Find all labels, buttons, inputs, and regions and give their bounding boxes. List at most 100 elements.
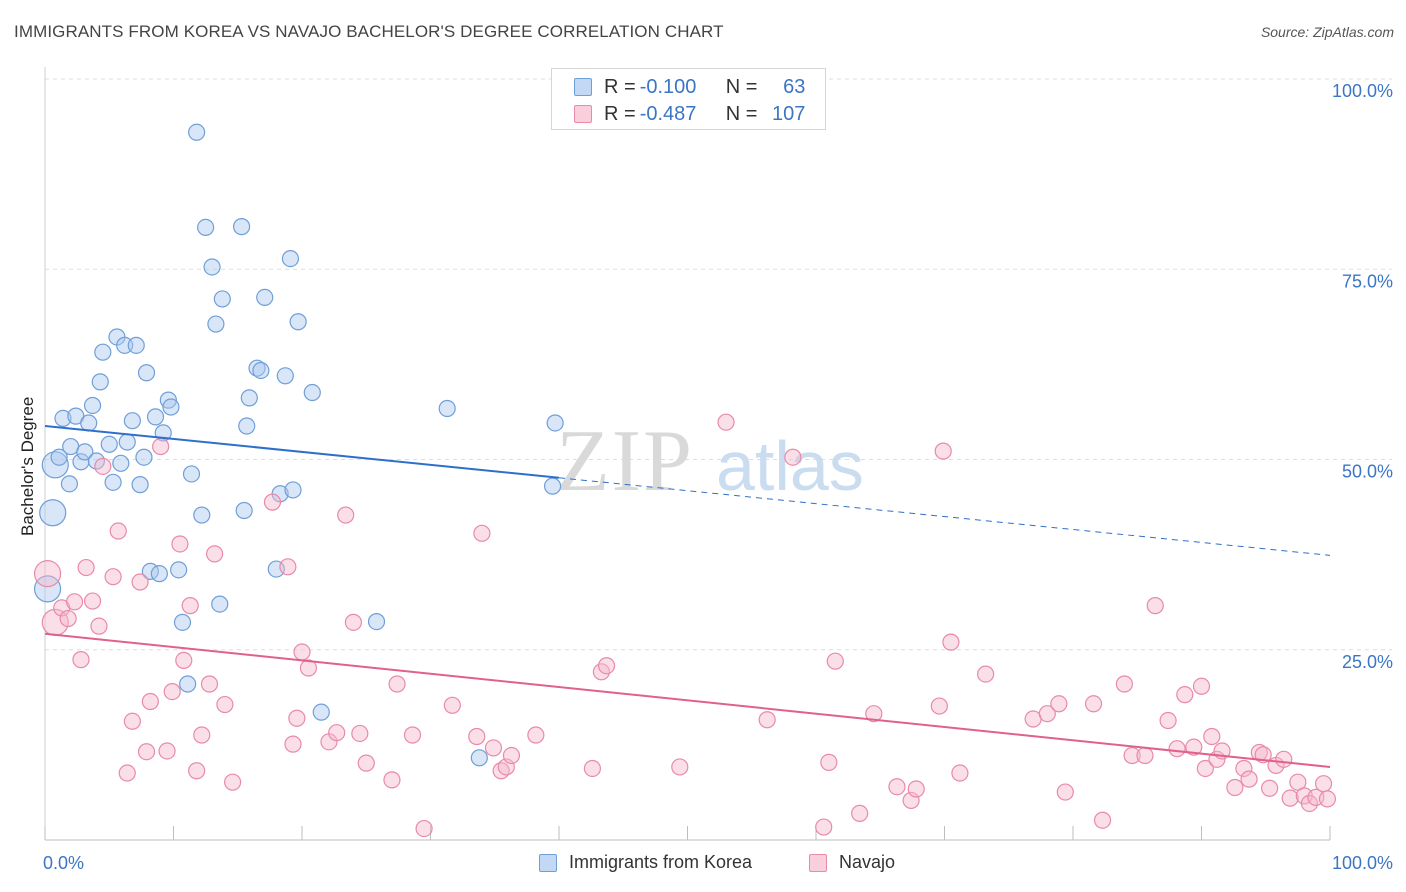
korea-point: [33, 575, 62, 603]
korea-point: [170, 561, 188, 579]
navajo-point: [388, 675, 406, 693]
korea-point: [284, 481, 302, 499]
navajo-point: [337, 506, 355, 524]
korea-point: [207, 315, 225, 333]
navajo-point: [1185, 738, 1203, 756]
navajo-point: [820, 753, 838, 771]
korea-point: [150, 565, 168, 583]
korea-point: [546, 414, 564, 432]
navajo-point: [907, 780, 925, 798]
navajo-point: [72, 651, 90, 669]
korea-point: [118, 433, 136, 451]
navajo-point: [1203, 727, 1221, 746]
navajo-point: [1168, 740, 1186, 758]
navajo-point: [171, 535, 189, 553]
korea-point: [276, 367, 294, 385]
navajo-point: [263, 493, 282, 511]
y-tick-label: 25.0%: [1342, 652, 1393, 672]
korea-point: [39, 499, 67, 527]
navajo-point: [118, 764, 136, 782]
navajo-point: [77, 558, 95, 577]
navajo-point: [717, 413, 735, 431]
navajo-point: [484, 739, 503, 757]
navajo-point: [357, 754, 375, 772]
navajo-point: [1136, 746, 1154, 765]
navajo-point: [1261, 779, 1279, 797]
korea-point: [203, 258, 221, 276]
navajo-point: [1084, 695, 1103, 713]
navajo-point: [59, 609, 77, 628]
legend-n-value: 107: [772, 102, 806, 125]
navajo-point: [1146, 597, 1164, 615]
korea-point: [50, 448, 68, 466]
legend-swatch-korea: [574, 78, 592, 96]
navajo-point: [299, 659, 318, 677]
navajo-point: [468, 727, 486, 746]
navajo-point: [1275, 750, 1293, 768]
navajo-point: [1196, 759, 1214, 778]
korea-point: [188, 123, 206, 141]
navajo-point: [1192, 677, 1211, 695]
navajo-point: [109, 522, 127, 540]
legend-n-label: N =: [725, 75, 758, 98]
legend-n-label: N =: [725, 102, 758, 125]
navajo-point: [131, 573, 149, 591]
korea-point: [83, 396, 102, 415]
navajo-point: [851, 804, 869, 822]
korea-point: [312, 703, 330, 721]
legend-item-korea[interactable]: Immigrants from Korea: [539, 852, 752, 873]
navajo-point: [163, 683, 181, 701]
navajo-point: [141, 692, 159, 711]
navajo-point: [181, 597, 199, 615]
legend-swatch-navajo: [574, 105, 592, 123]
navajo-point: [1038, 705, 1056, 723]
legend-r-label: R =: [604, 75, 636, 98]
navajo-point: [1115, 675, 1134, 693]
navajo-point: [671, 758, 689, 776]
navajo-point: [865, 705, 883, 723]
y-tick-label: 75.0%: [1342, 271, 1393, 291]
navajo-point: [284, 735, 302, 753]
navajo-point: [1240, 770, 1258, 788]
navajo-point: [351, 724, 369, 743]
navajo-point: [293, 643, 311, 661]
navajo-point: [1235, 759, 1253, 778]
navajo-point: [1314, 775, 1333, 793]
navajo-point: [288, 709, 306, 727]
navajo-point: [94, 457, 112, 475]
navajo-point: [473, 524, 491, 542]
korea-point: [162, 398, 180, 416]
navajo-point: [328, 724, 346, 742]
korea-point: [131, 476, 149, 494]
navajo-point: [403, 726, 422, 744]
navajo-point: [1281, 789, 1299, 807]
korea-point: [367, 612, 386, 631]
navajo-point: [1123, 746, 1141, 765]
korea-point: [137, 364, 156, 382]
navajo-point: [502, 746, 521, 765]
navajo-point: [1093, 811, 1112, 829]
navajo-point: [65, 593, 84, 611]
navajo-point: [1056, 783, 1074, 801]
legend-item-navajo[interactable]: Navajo: [809, 852, 895, 873]
grid-lines: [45, 78, 1392, 651]
navajo-point: [175, 651, 193, 670]
navajo-point: [888, 778, 906, 796]
navajo-point: [415, 819, 433, 838]
korea-point: [252, 361, 270, 380]
navajo-point: [137, 743, 156, 761]
trend-line-navajo: [44, 632, 1331, 768]
navajo-point: [123, 712, 141, 730]
korea-point: [159, 391, 177, 409]
navajo-point: [784, 448, 802, 466]
korea-point: [54, 409, 72, 428]
navajo-point: [934, 442, 952, 460]
korea-point: [112, 454, 130, 472]
navajo-point: [83, 592, 102, 610]
korea-point: [213, 290, 231, 308]
legend-label-korea: Immigrants from Korea: [569, 852, 753, 872]
legend-label-navajo: Navajo: [839, 852, 896, 872]
navajo-point: [224, 773, 242, 791]
legend-swatch-navajo: [809, 853, 827, 872]
watermark-zip: ZIP: [556, 413, 694, 510]
